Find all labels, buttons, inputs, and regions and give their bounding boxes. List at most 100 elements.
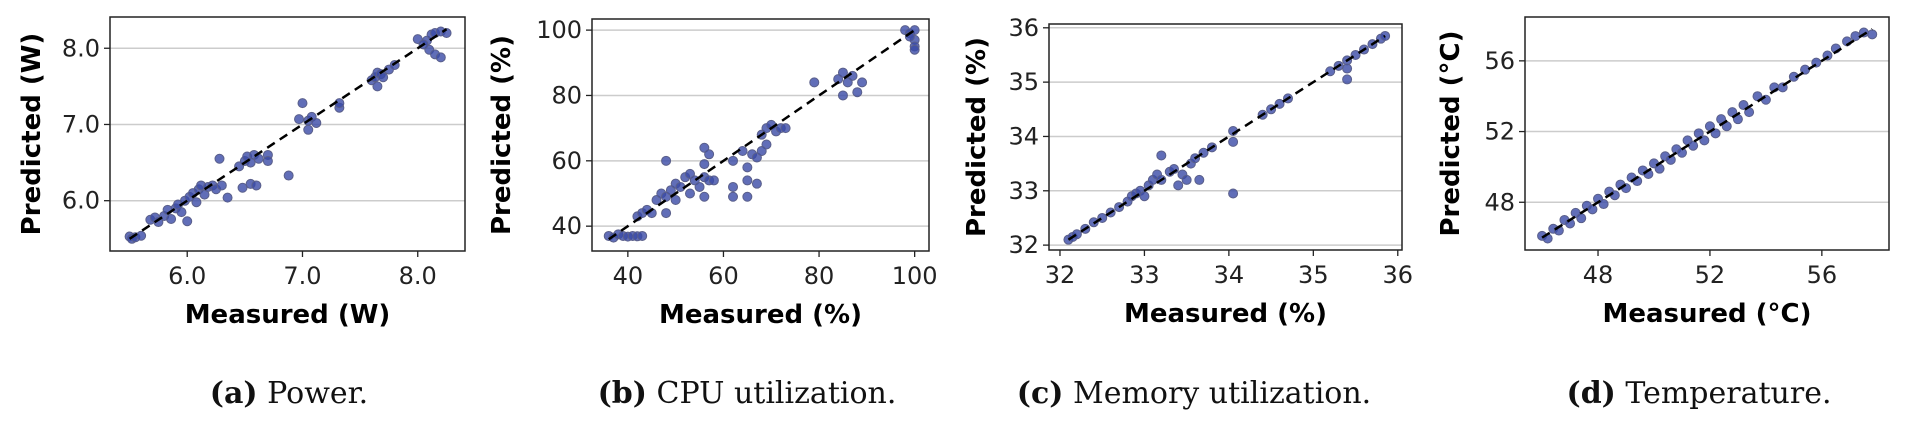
data-point [191,197,202,208]
y-tick-label: 8.0 [62,34,100,62]
data-point [262,156,273,167]
y-axis-label: Predicted (W) [17,33,47,236]
y-tick-label: 48 [1484,188,1515,216]
data-point [699,159,710,170]
x-tick-label: 32 [1045,261,1076,289]
y-tick-label: 35 [1008,68,1039,96]
caption-label: (c) [1016,376,1064,411]
data-point [704,149,715,160]
y-axis-label: Predicted (%) [962,37,992,237]
data-point [670,195,681,206]
data-point [809,77,820,88]
data-point [136,230,147,241]
caption-a: (a) Power. [210,376,368,411]
caption-text: CPU utilization. [656,376,897,411]
y-tick-label: 32 [1008,231,1039,259]
data-point [742,191,753,202]
axes-frame [1524,16,1890,251]
data-point [378,72,389,83]
data-point [1156,150,1167,161]
data-point [1342,74,1353,85]
y-tick-label: 56 [1484,47,1515,75]
subplot-a: 6.0 7.0 8.0 6.0 7.0 8.0 Measured (W) Predicted … [17,16,466,330]
x-tick-label: 60 [708,262,739,290]
reference-line [1067,34,1386,241]
data-point [742,162,753,173]
caption-text: Temperature. [1625,376,1832,411]
y-tick-label: 60 [551,147,582,175]
data-point [852,87,863,98]
data-point [1688,140,1699,151]
x-tick-label: 6.0 [168,262,206,290]
data-point [694,181,705,192]
caption-b: (b) CPU utilization. [598,376,897,411]
x-tick-label: 48 [1583,261,1614,289]
subplot-b: 40 60 80 100 40 60 80 100 Measured (%) Predicted … [487,16,938,330]
data-point [1598,199,1609,210]
data-point [166,213,177,224]
x-tick-label: 36 [1383,261,1414,289]
y-tick-label: 36 [1008,14,1039,42]
x-tick-label: 56 [1807,261,1838,289]
data-point [1710,128,1721,139]
x-tick-label: 7.0 [283,262,321,290]
data-point [176,207,187,218]
x-axis-label: Measured (°C) [1602,299,1811,329]
data-point [1609,190,1620,201]
x-axis-label: Measured (%) [1124,299,1327,329]
data-point [1850,31,1861,42]
reference-line [1541,27,1873,239]
data-point [699,191,710,202]
caption-label: (b) [597,376,647,411]
x-tick-label: 8.0 [399,262,437,290]
x-tick-label: 34 [1214,261,1245,289]
data-point [708,175,719,186]
x-tick-label: 100 [892,262,938,290]
data-point [182,216,193,227]
data-point [1181,174,1192,185]
y-axis-label: Predicted (°C) [1436,30,1466,236]
axes-frame [591,18,930,252]
caption-label: (a) [209,376,258,411]
x-tick-label: 35 [1298,261,1329,289]
data-point [837,67,848,78]
reference-line [128,28,448,240]
data-point [372,81,383,92]
data-point [1342,63,1353,74]
reference-line [608,29,916,241]
y-tick-label: 34 [1008,122,1039,150]
data-point [216,180,227,191]
data-point [751,178,762,189]
data-point [728,181,739,192]
y-tick-label: 52 [1484,118,1515,146]
data-point [283,170,294,181]
data-point [303,124,314,135]
data-point [1228,136,1239,147]
caption-label: (d) [1566,376,1616,411]
data-point [1867,29,1878,40]
data-point [742,175,753,186]
caption-text: Memory utilization. [1072,376,1372,411]
data-point [637,230,648,241]
data-point [728,191,739,202]
caption-c: (c) Memory utilization. [1017,376,1371,411]
x-axis-label: Measured (W) [185,300,391,330]
x-tick-label: 33 [1129,261,1160,289]
data-point [1173,180,1184,191]
axes-frame [109,16,466,252]
data-point [1139,191,1150,202]
subplot-c: 32 33 34 35 36 32 33 34 35 36 Measured (%) Predicte… [962,14,1413,329]
x-tick-label: 80 [804,262,835,290]
data-point [222,192,233,203]
data-point [294,114,305,125]
y-tick-label: 7.0 [62,110,100,138]
data-point [297,98,308,109]
data-point [661,155,672,166]
data-point [1228,188,1239,199]
data-point [1760,94,1771,105]
y-tick-label: 100 [536,16,582,44]
data-point [251,180,262,191]
caption-text: Power. [267,376,369,411]
data-point [684,188,695,199]
y-tick-label: 80 [551,81,582,109]
